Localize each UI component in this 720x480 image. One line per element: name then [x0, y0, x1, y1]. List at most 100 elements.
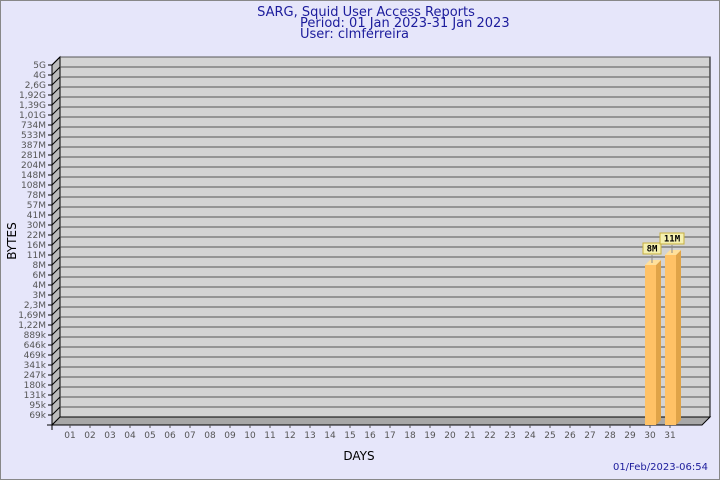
y-tick-diag [51, 296, 61, 306]
y-tick-diag [51, 136, 61, 146]
y-tick-diag [51, 366, 61, 376]
y-tick-diag [51, 326, 61, 336]
data-label-box [659, 232, 685, 245]
y-tick-diag [51, 336, 61, 346]
x-tick-label: 19 [424, 431, 436, 441]
y-tick-label: 4M [33, 281, 47, 291]
y-tick-label: 247k [24, 371, 47, 381]
y-tick-label: 69k [29, 411, 46, 421]
x-tick-label: 04 [124, 431, 136, 441]
x-tick-label: 16 [364, 431, 376, 441]
y-tick-diag [51, 266, 61, 276]
x-tick-label: 29 [624, 431, 636, 441]
y-tick-diag [51, 406, 61, 416]
x-tick-label: 26 [564, 431, 576, 441]
data-label: 11M [664, 235, 681, 245]
y-tick-label: 469k [24, 351, 47, 361]
y-tick-label: 6M [33, 271, 47, 281]
y-tick-label: 95k [29, 401, 46, 411]
y-tick-label: 281M [21, 151, 46, 161]
x-tick-label: 28 [604, 431, 616, 441]
data-label-box [642, 242, 662, 255]
x-tick-label: 01 [64, 431, 75, 441]
y-tick-label: 16M [27, 241, 46, 251]
x-tick-label: 22 [484, 431, 495, 441]
chart-subtitle-period: Period: 01 Jan 2023-31 Jan 2023 [300, 16, 510, 31]
bar-top [665, 250, 681, 255]
y-tick-diag [51, 216, 61, 226]
y-tick-diag [51, 226, 61, 236]
x-tick-label: 12 [284, 431, 295, 441]
bar-side [676, 250, 681, 425]
bar [665, 255, 676, 425]
x-axis-label: DAYS [343, 449, 374, 463]
y-tick-diag [51, 286, 61, 296]
x-tick-label: 06 [164, 431, 176, 441]
x-tick-label: 14 [324, 431, 336, 441]
y-tick-diag [51, 116, 61, 126]
x-tick-label: 18 [404, 431, 416, 441]
data-label: 8M [647, 245, 658, 255]
y-tick-diag [51, 56, 61, 66]
y-tick-diag [51, 106, 61, 116]
y-tick-label: 5G [33, 61, 46, 71]
x-tick-label: 20 [444, 431, 456, 441]
y-tick-diag [51, 316, 61, 326]
y-tick-label: 734M [21, 121, 46, 131]
y-tick-label: 387M [21, 141, 46, 151]
x-tick-label: 09 [224, 431, 236, 441]
y-tick-label: 204M [21, 161, 46, 171]
y-tick-label: 78M [27, 191, 46, 201]
y-tick-diag [51, 76, 61, 86]
x-tick-label: 27 [584, 431, 595, 441]
y-tick-diag [51, 376, 61, 386]
y-tick-diag [51, 386, 61, 396]
y-tick-diag [51, 256, 61, 266]
timestamp: 01/Feb/2023-06:54 [613, 462, 708, 473]
x-tick-label: 25 [544, 431, 555, 441]
y-tick-label: 3M [33, 291, 47, 301]
y-tick-diag [51, 66, 61, 76]
y-tick-label: 41M [27, 211, 46, 221]
x-tick-label: 03 [104, 431, 115, 441]
bar [645, 265, 656, 425]
y-tick-label: 57M [27, 201, 46, 211]
x-tick-label: 08 [204, 431, 216, 441]
y-tick-label: 533M [21, 131, 46, 141]
y-tick-label: 108M [21, 181, 46, 191]
y-tick-diag [51, 306, 61, 316]
y-tick-label: 1,69M [18, 311, 46, 321]
x-tick-label: 31 [664, 431, 675, 441]
y-tick-label: 2,6G [25, 81, 46, 91]
y-tick-label: 1,22M [18, 321, 46, 331]
x-tick-label: 17 [384, 431, 395, 441]
y-tick-label: 148M [21, 171, 46, 181]
y-axis-label: BYTES [5, 222, 19, 259]
y-tick-label: 8M [33, 261, 47, 271]
x-tick-label: 24 [524, 431, 536, 441]
bar-top [645, 260, 661, 265]
x-tick-label: 11 [264, 431, 275, 441]
y-tick-diag [51, 196, 61, 206]
y-tick-diag [51, 146, 61, 156]
y-tick-diag [51, 86, 61, 96]
bar-side [656, 260, 661, 425]
chart-subtitle-user: User: clmferreira [300, 27, 409, 42]
x-tick-label: 02 [84, 431, 95, 441]
y-tick-diag [51, 166, 61, 176]
y-tick-diag [51, 156, 61, 166]
y-tick-label: 22M [27, 231, 46, 241]
y-tick-diag [51, 396, 61, 406]
y-tick-diag [51, 96, 61, 106]
y-tick-label: 646k [24, 341, 47, 351]
x-tick-label: 30 [644, 431, 656, 441]
y-tick-label: 4G [33, 71, 46, 81]
y-tick-diag [51, 276, 61, 286]
x-tick-label: 21 [464, 431, 475, 441]
y-tick-label: 180k [24, 381, 47, 391]
y-tick-diag [51, 356, 61, 366]
y-tick-label: 1,92G [19, 91, 46, 101]
plot-floor [50, 416, 712, 426]
y-tick-diag [51, 126, 61, 136]
